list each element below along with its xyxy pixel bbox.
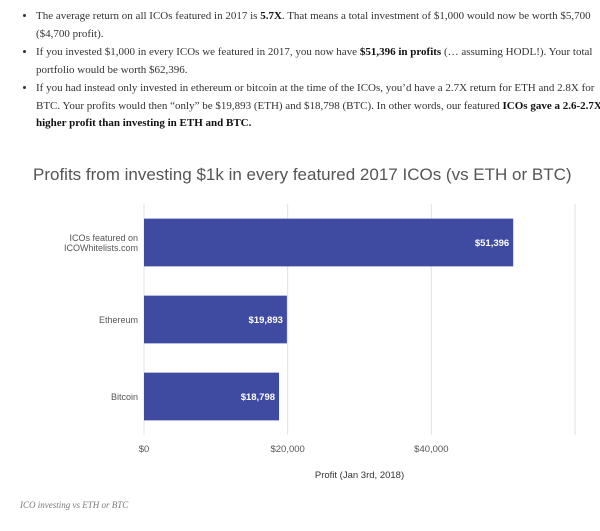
category-label: Bitcoin — [111, 392, 138, 402]
category-label: ICOs featured on — [69, 233, 138, 243]
category-label: Ethereum — [99, 315, 138, 325]
bar-value-label: $18,798 — [241, 392, 275, 403]
bullet-text: . That means a total investment of $1,00… — [36, 10, 591, 40]
bullet-bold-text: ICOs gave a 2.6-2.7X higher profit than … — [36, 99, 600, 130]
bar-value-label: $51,396 — [475, 238, 509, 249]
data-bar — [144, 295, 287, 344]
data-bar — [144, 218, 514, 267]
bullet-text: (… assuming HODL!). Your total portfolio… — [36, 46, 593, 76]
category-label: ICOWhitelists.com — [64, 243, 138, 253]
bullet-bold-text: $51,396 in profits — [359, 46, 442, 58]
summary-bullet: If you had instead only invested in ethe… — [36, 80, 600, 133]
summary-bullet-list: The average return on all ICOs featured … — [18, 8, 600, 134]
data-bar — [144, 372, 280, 421]
bullet-text: If you had instead only invested in ethe… — [36, 82, 595, 112]
bullet-text: If you invested $1,000 in every ICOs we … — [36, 46, 360, 58]
chart-canvas: Profits from investing $1k in every feat… — [33, 165, 576, 481]
summary-bullet: The average return on all ICOs featured … — [36, 8, 600, 43]
image-caption: ICO investing vs ETH or BTC — [20, 500, 129, 510]
bullet-bold-text: 5.7X — [260, 10, 282, 22]
x-tick-label: $20,000 — [270, 444, 304, 455]
x-tick-label: $40,000 — [414, 444, 448, 455]
x-tick-label: $0 — [139, 444, 150, 455]
bullet-text: The average return on all ICOs featured … — [36, 10, 261, 22]
chart-title: Profits from investing $1k in every feat… — [33, 165, 572, 184]
x-axis-title: Profit (Jan 3rd, 2018) — [315, 470, 404, 481]
bar-value-label: $19,893 — [249, 315, 283, 326]
profit-bar-chart: Profits from investing $1k in every feat… — [17, 152, 585, 492]
summary-bullet: If you invested $1,000 in every ICOs we … — [36, 44, 600, 79]
